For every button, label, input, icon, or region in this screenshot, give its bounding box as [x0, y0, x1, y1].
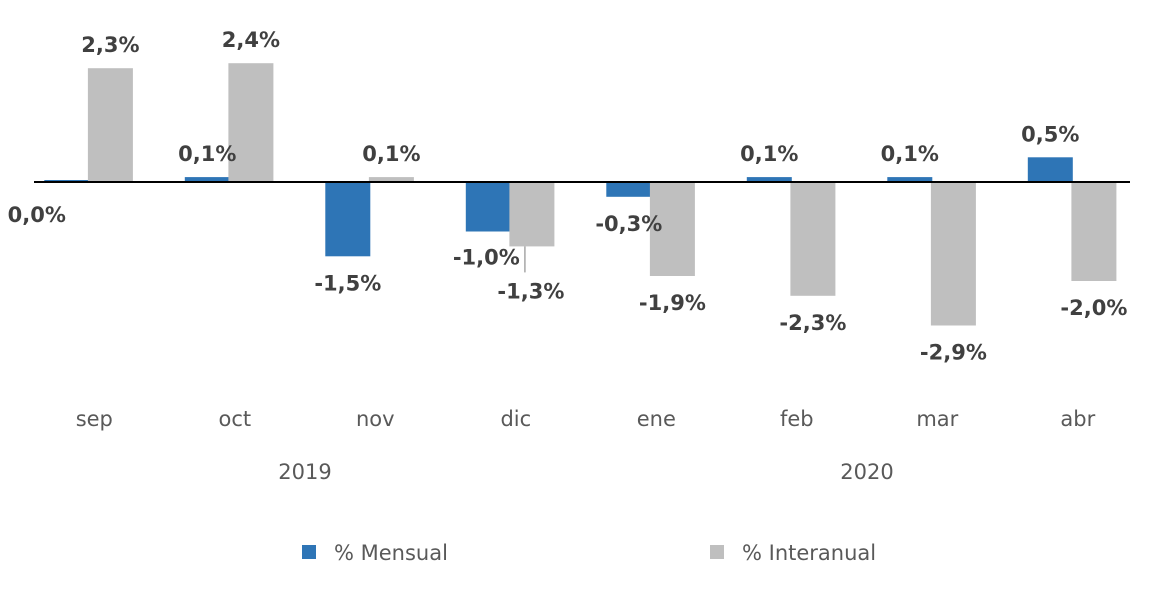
data-label-interanual-sep: 2,3%	[81, 33, 139, 57]
tick-label-dic: dic	[500, 407, 531, 431]
data-label-mensual-mar: 0,1%	[881, 142, 939, 166]
data-label-mensual-ene: -0,3%	[595, 212, 662, 236]
tick-label-abr: abr	[1060, 407, 1095, 431]
data-label-interanual-feb: -2,3%	[779, 311, 846, 335]
tick-label-ene: ene	[637, 407, 676, 431]
bar-interanual-ene	[649, 182, 695, 276]
bar-mensual-abr	[1027, 157, 1073, 183]
bar-mensual-dic	[465, 182, 511, 232]
bar-mensual-feb	[746, 177, 792, 183]
data-label-interanual-ene: -1,9%	[639, 291, 706, 315]
tick-label-oct: oct	[218, 407, 251, 431]
legend-swatch-interanual	[710, 545, 724, 559]
legend: % Mensual % Interanual	[302, 541, 876, 565]
bar-interanual-mar	[930, 182, 976, 326]
bar-interanual-nov	[368, 177, 414, 183]
tick-label-sep: sep	[76, 407, 113, 431]
bar-mensual-nov	[325, 182, 371, 257]
bar-interanual-oct	[228, 63, 274, 183]
data-label-interanual-dic: -1,3%	[497, 279, 564, 303]
bar-interanual-abr	[1071, 182, 1117, 281]
data-label-mensual-nov: -1,5%	[314, 271, 381, 295]
data-label-mensual-abr: 0,5%	[1021, 122, 1079, 146]
bar-mensual-ene	[606, 182, 652, 197]
tick-label-nov: nov	[356, 407, 395, 431]
x-axis: sep oct nov dic ene feb mar abr 2019 2020	[76, 407, 1096, 484]
data-label-interanual-mar: -2,9%	[920, 341, 987, 365]
bar-interanual-dic	[509, 182, 555, 247]
data-label-mensual-oct: 0,1%	[178, 142, 236, 166]
legend-label-interanual: % Interanual	[742, 541, 876, 565]
bar-interanual-sep	[87, 68, 133, 182]
bar-interanual-feb	[790, 182, 836, 296]
data-label-mensual-dic: -1,0%	[453, 246, 520, 270]
group-label-2020: 2020	[840, 460, 893, 484]
bars-layer	[44, 63, 1117, 326]
legend-swatch-mensual	[302, 545, 316, 559]
labels-layer: 0,0% 0,1% -1,5% -1,0% -0,3% 0,1% 0,1% 0,5% 2,3% 2…	[8, 28, 1128, 364]
data-label-mensual-feb: 0,1%	[740, 142, 798, 166]
tick-label-mar: mar	[916, 407, 958, 431]
data-label-interanual-nov: 0,1%	[362, 142, 420, 166]
bar-mensual-mar	[887, 177, 933, 183]
data-label-interanual-abr: -2,0%	[1060, 296, 1127, 320]
legend-label-mensual: % Mensual	[334, 541, 448, 565]
data-label-interanual-oct: 2,4%	[222, 28, 280, 52]
data-label-mensual-sep: 0,0%	[8, 203, 66, 227]
group-label-2019: 2019	[278, 460, 331, 484]
bar-mensual-oct	[184, 177, 230, 183]
tick-label-feb: feb	[780, 407, 814, 431]
